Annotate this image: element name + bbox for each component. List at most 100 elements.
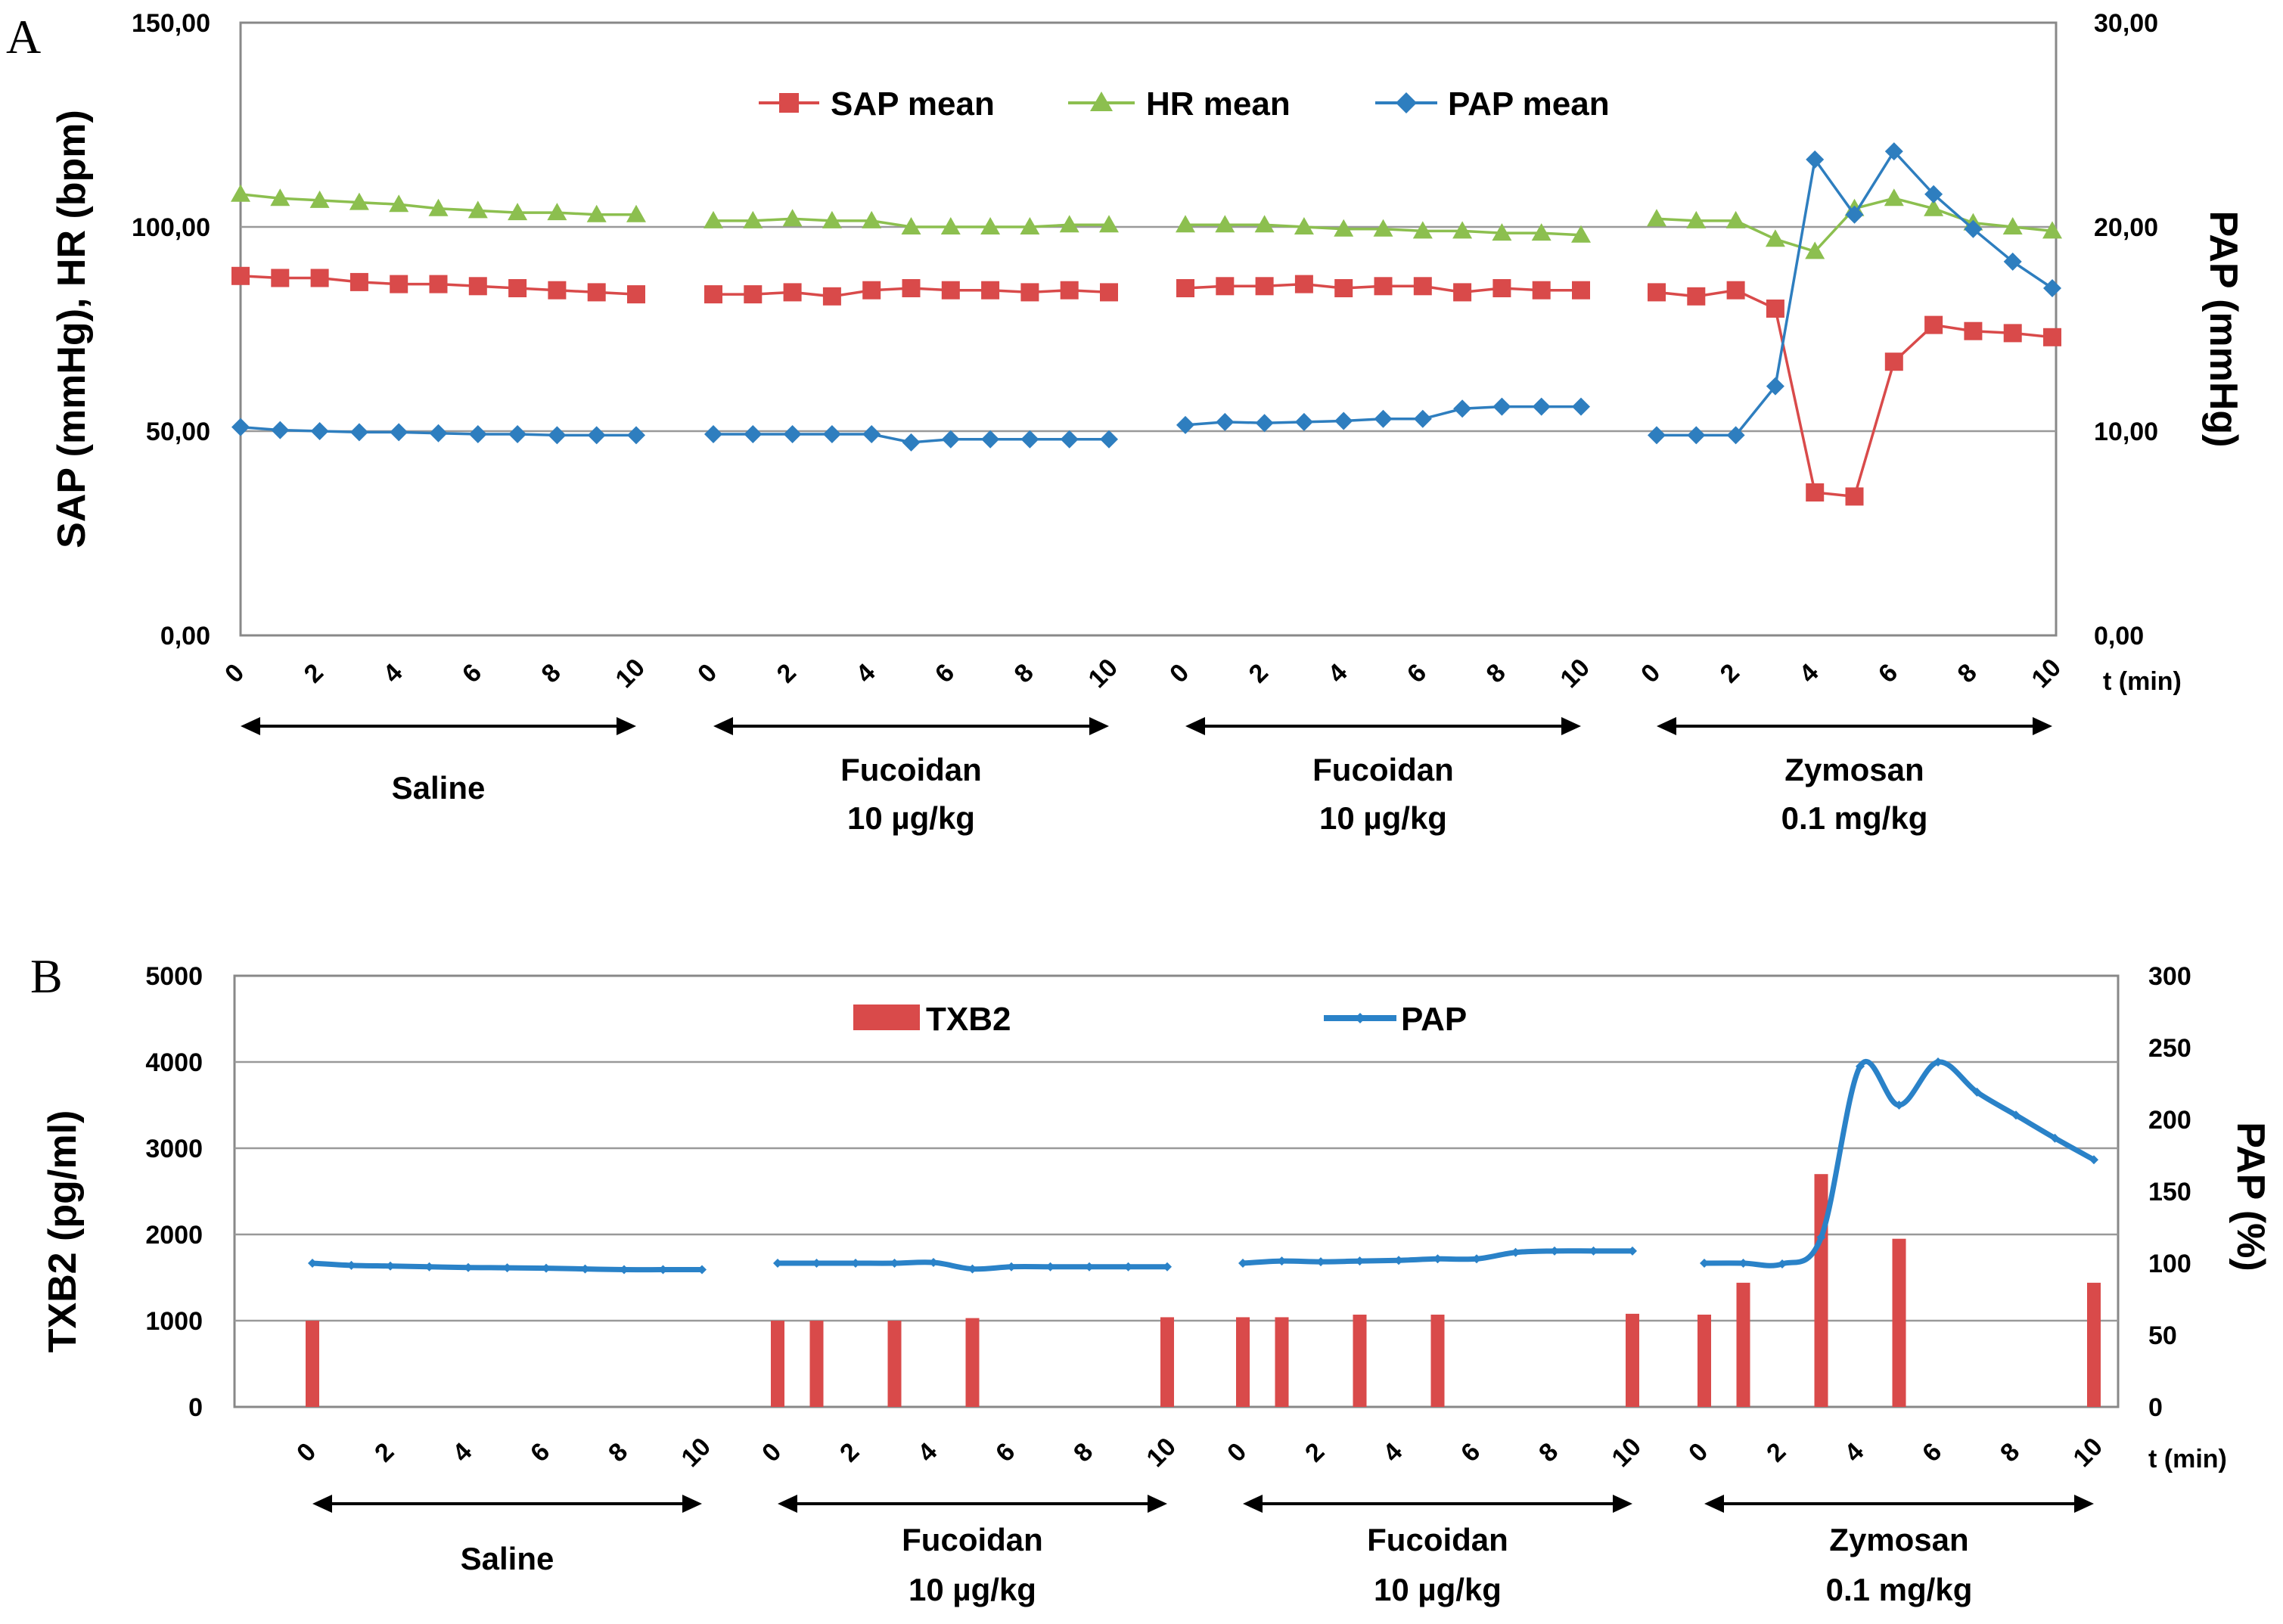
data-point-sap-mean xyxy=(902,279,921,297)
data-point-sap-mean xyxy=(1964,321,1983,340)
pap-percent-point xyxy=(1316,1257,1325,1267)
data-point-pap-mean xyxy=(1060,430,1079,449)
txb2-bar xyxy=(1160,1317,1174,1407)
data-point-hr-mean xyxy=(782,209,803,227)
legend-pap-label: PAP mean xyxy=(1448,85,1610,123)
panel-b-right-tick-label: 150 xyxy=(2148,1178,2191,1206)
data-point-pap-mean xyxy=(981,430,1000,449)
panel-b-group-label: Fucoidan xyxy=(1367,1522,1508,1557)
panel-b-group-dose-label: 10 µg/kg xyxy=(1374,1572,1502,1607)
data-point-sap-mean xyxy=(981,281,1000,300)
data-point-hr-mean xyxy=(1647,209,1666,227)
data-point-sap-mean xyxy=(2003,324,2022,343)
pap-percent-point xyxy=(1238,1259,1247,1268)
data-point-hr-mean xyxy=(349,192,369,210)
pap-percent-point xyxy=(1816,1232,1826,1242)
panel-b-group-arrowhead-right xyxy=(1148,1495,1167,1513)
pap-percent-point xyxy=(1856,1061,1865,1071)
data-point-hr-mean xyxy=(508,203,528,221)
pap-percent-point xyxy=(1894,1101,1904,1110)
data-point-hr-mean xyxy=(1924,198,1944,216)
pap-percent-point xyxy=(502,1263,512,1273)
data-point-pap-mean xyxy=(587,426,606,445)
data-point-sap-mean xyxy=(1884,352,1903,371)
data-point-hr-mean xyxy=(1686,210,1707,228)
panel-b-group-arrowhead-left xyxy=(778,1495,797,1513)
data-point-hr-mean xyxy=(1059,215,1079,233)
panel-b-group-arrowhead-right xyxy=(2074,1495,2094,1513)
pap-percent-point xyxy=(1433,1254,1443,1264)
txb2-bar xyxy=(1275,1317,1289,1407)
panel-b-plot-border xyxy=(233,974,2120,1408)
txb2-bar xyxy=(1353,1315,1367,1407)
data-point-sap-mean xyxy=(271,269,290,287)
data-point-hr-mean xyxy=(309,190,330,208)
data-point-hr-mean xyxy=(1176,215,1195,233)
data-point-hr-mean xyxy=(940,217,961,234)
data-point-hr-mean xyxy=(2042,221,2062,239)
txb2-bar xyxy=(1430,1315,1445,1407)
legend-sap-mean: SAP mean xyxy=(759,85,995,123)
data-point-pap-mean xyxy=(1374,409,1393,428)
pap-percent-point xyxy=(424,1262,434,1272)
data-point-sap-mean xyxy=(1648,283,1666,302)
data-point-hr-mean xyxy=(586,204,607,222)
panel-b-right-y-title: PAP (%) xyxy=(2229,1122,2272,1271)
txb2-bar xyxy=(2087,1282,2101,1407)
data-point-hr-mean xyxy=(389,194,409,213)
panel-b-group-arrowhead-left xyxy=(1704,1495,1724,1513)
panel-b-legend: TXB2 PAP xyxy=(853,1001,1467,1038)
data-point-pap-mean xyxy=(1687,426,1706,445)
data-point-pap-mean xyxy=(1766,377,1784,396)
data-point-sap-mean xyxy=(508,279,527,297)
panel-a-right-tick-label: 0,00 xyxy=(2094,622,2144,651)
data-point-sap-mean xyxy=(1726,281,1745,300)
data-point-pap-mean xyxy=(390,423,408,442)
txb2-bar xyxy=(965,1318,980,1407)
pap-percent-point xyxy=(773,1259,782,1268)
data-point-sap-mean xyxy=(1532,281,1551,300)
data-point-pap-mean xyxy=(1845,205,1864,224)
pap-percent-point xyxy=(1045,1262,1055,1272)
panel-b-group-arrowhead-right xyxy=(682,1495,702,1513)
panel-b-right-tick-label: 200 xyxy=(2148,1106,2191,1135)
legend-pap: PAP xyxy=(1324,1001,1467,1038)
panel-b-left-tick-label: 1000 xyxy=(145,1307,203,1336)
panel-a-group-dose-label: 10 µg/kg xyxy=(1319,800,1447,836)
data-point-hr-mean xyxy=(2002,217,2023,234)
data-point-sap-mean xyxy=(822,287,841,306)
data-point-sap-mean xyxy=(587,283,606,302)
data-point-hr-mean xyxy=(547,203,567,221)
panel-a-y-ticks: 0,00 50,00 100,00 150,00 0,00 10,00 20,00 30,00 xyxy=(132,9,2158,651)
data-point-sap-mean xyxy=(704,285,722,304)
txb2-bar xyxy=(1626,1313,1639,1407)
data-point-sap-mean xyxy=(1216,277,1235,296)
data-point-pap-mean xyxy=(1884,142,1903,161)
data-point-sap-mean xyxy=(1100,283,1118,302)
pap-percent-point xyxy=(929,1258,938,1268)
data-point-sap-mean xyxy=(231,266,250,285)
data-point-pap-mean xyxy=(704,425,722,444)
data-point-pap-mean xyxy=(744,425,763,444)
pap-percent-point xyxy=(386,1261,395,1271)
pap-percent-point xyxy=(1778,1259,1787,1268)
txb2-bar xyxy=(1236,1317,1250,1407)
data-point-pap-mean xyxy=(2003,252,2022,271)
data-point-pap-mean xyxy=(468,425,487,444)
data-point-sap-mean xyxy=(1334,279,1353,297)
legend-pap-mean: PAP mean xyxy=(1375,85,1610,123)
data-point-pap-mean xyxy=(1334,411,1353,430)
data-point-pap-mean xyxy=(1453,399,1472,418)
data-point-pap-mean xyxy=(548,426,567,445)
panel-a-group-label: Zymosan xyxy=(1784,752,1924,787)
data-point-pap-mean xyxy=(1216,412,1235,431)
panel-b-group-arrowhead-right xyxy=(1613,1495,1632,1513)
panel-a-left-tick-label: 0,00 xyxy=(160,622,210,651)
pap-percent-point xyxy=(1972,1087,1982,1097)
data-point-hr-mean xyxy=(1254,215,1275,233)
panel-a-group-label: Fucoidan xyxy=(840,752,982,787)
data-point-sap-mean xyxy=(862,281,881,300)
data-point-sap-mean xyxy=(941,281,960,300)
data-point-sap-mean xyxy=(1255,277,1274,296)
